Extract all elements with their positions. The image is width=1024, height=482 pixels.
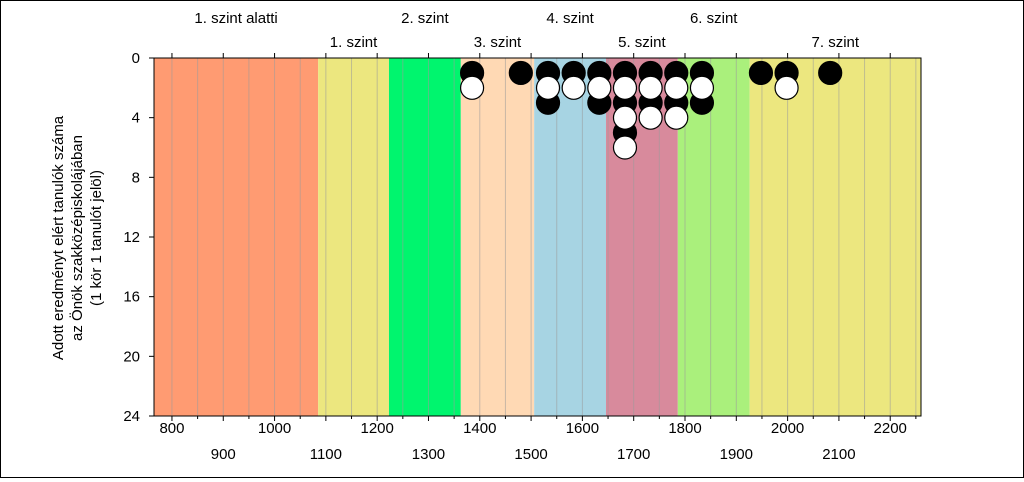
level-band-3 — [388, 58, 461, 416]
student-dot-open — [459, 75, 485, 100]
axes — [149, 53, 922, 421]
y-tick-label: 12 — [123, 229, 140, 246]
level-band-5 — [534, 58, 606, 416]
level-label-4: 3. szint — [474, 34, 522, 51]
y-axis-label-line-2: az Önök szakközépiskolájában — [68, 135, 86, 341]
student-dot-filled — [748, 60, 774, 86]
student-dot-open — [612, 105, 638, 130]
y-tick-label: 24 — [123, 408, 140, 425]
x-tick-label: 1000 — [258, 420, 291, 437]
level-labels: 1. szint alatti 1. szint 2. szint 3. szint 4… — [194, 10, 860, 51]
x-tick-label: 1800 — [668, 420, 701, 437]
student-dot-open — [561, 75, 586, 100]
x-tick-label: 1900 — [720, 446, 753, 463]
y-axis-label-line-1: Adott eredményt elért tanulók száma — [50, 115, 67, 360]
student-dot-filled — [508, 60, 533, 86]
student-dot-open — [612, 75, 638, 100]
y-tick-label: 0 — [132, 50, 140, 67]
x-tick-labels: 800 1000 1200 1400 1600 1800 2000 2200 900 1100 13… — [159, 420, 906, 463]
data-points — [459, 60, 843, 160]
student-dot-filled — [818, 60, 843, 86]
x-tick-label: 1300 — [412, 446, 445, 463]
y-tick-labels: 0 4 8 12 16 20 24 — [123, 50, 140, 425]
level-band-4 — [460, 58, 535, 416]
level-band-1 — [154, 58, 319, 416]
student-dot-open — [664, 105, 689, 130]
x-tick-label: 1100 — [310, 446, 342, 463]
y-tick-label: 20 — [123, 348, 140, 365]
x-tick-label: 1600 — [566, 420, 599, 437]
x-tick-label: 2100 — [822, 446, 855, 463]
student-dot-open — [535, 75, 561, 100]
level-label-2: 1. szint — [330, 34, 378, 51]
level-label-6: 5. szint — [618, 34, 666, 51]
x-tick-label: 2200 — [874, 420, 907, 437]
student-dot-open — [638, 75, 663, 100]
level-band-7 — [677, 58, 750, 416]
x-tick-label: 2000 — [771, 420, 804, 437]
student-dot-open — [612, 135, 638, 160]
student-dot-open — [638, 105, 663, 130]
x-tick-label: 1500 — [514, 446, 547, 463]
x-tick-label: 1200 — [360, 420, 393, 437]
student-dot-open — [689, 75, 715, 100]
level-label-1: 1. szint alatti — [194, 10, 277, 27]
x-tick-label: 900 — [211, 446, 236, 463]
level-label-5: 4. szint — [546, 10, 594, 27]
level-label-7: 6. szint — [690, 10, 738, 27]
grid-lines — [171, 58, 917, 416]
level-bands — [154, 58, 921, 416]
student-dot-open — [774, 75, 799, 100]
y-tick-label: 4 — [132, 110, 140, 127]
y-tick-label: 16 — [123, 289, 140, 306]
x-tick-label: 1700 — [617, 446, 650, 463]
x-tick-label: 800 — [159, 420, 184, 437]
level-label-8: 7. szint — [812, 34, 860, 51]
level-band-2 — [318, 58, 389, 416]
y-axis-label-line-3: (1 kör 1 tanulót jelöl) — [88, 170, 105, 306]
level-label-3: 2. szint — [401, 10, 449, 27]
student-dot-open — [587, 75, 612, 100]
student-dot-open — [664, 75, 689, 100]
y-tick-label: 8 — [132, 169, 140, 186]
x-tick-label: 1400 — [463, 420, 496, 437]
level-band-8 — [749, 58, 921, 416]
